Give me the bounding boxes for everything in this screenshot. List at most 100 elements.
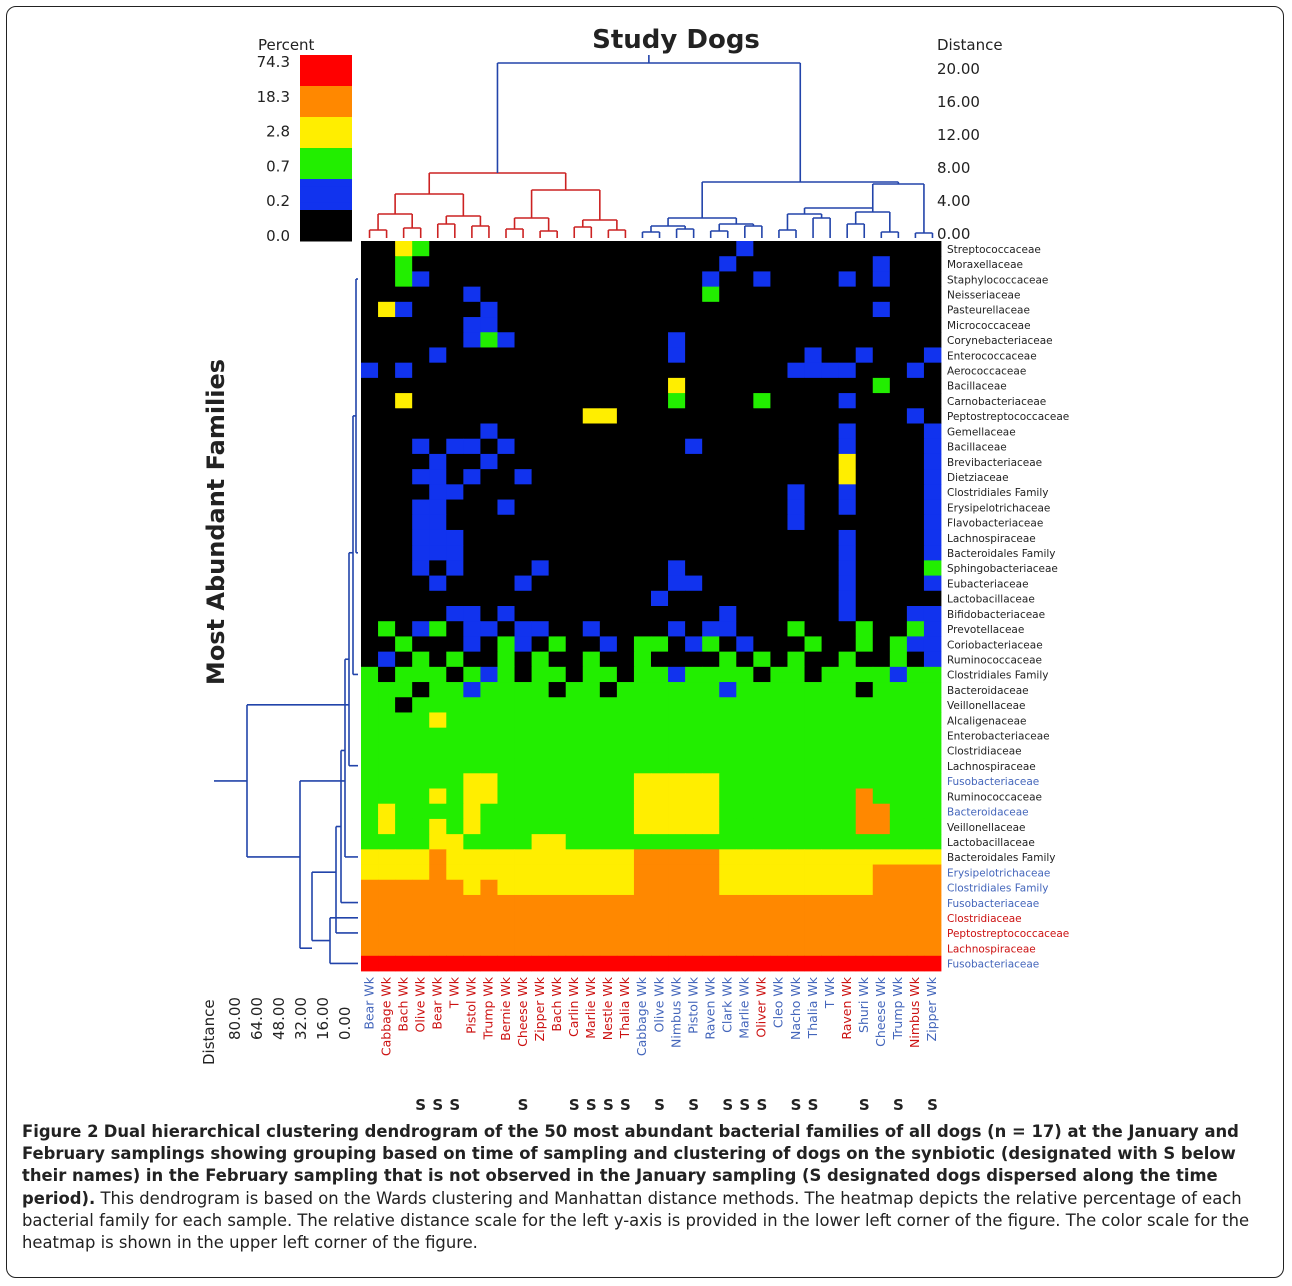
heatmap-cell	[702, 910, 720, 926]
heatmap-cell	[497, 256, 515, 272]
heatmap-cell	[668, 788, 686, 805]
heatmap-cell	[736, 621, 754, 637]
heatmap-cell	[906, 332, 925, 348]
heatmap-cell	[872, 864, 891, 881]
heatmap-cell	[565, 332, 584, 348]
heatmap-cell	[633, 271, 652, 288]
heatmap-cell	[872, 438, 891, 455]
bottom-distance-axis: Distance 80.00 64.00 48.00 32.00 16.00 0.00	[200, 997, 354, 1065]
heatmap-cell	[889, 453, 908, 470]
heatmap-cell	[565, 864, 584, 881]
heatmap-cell	[736, 256, 754, 272]
heatmap-cell	[429, 818, 447, 835]
bottom-distance-tick: 48.00	[270, 997, 288, 1040]
row-label: Bacteroidales Family	[947, 852, 1056, 864]
heatmap-cell	[616, 453, 635, 470]
heatmap-cell	[361, 590, 379, 607]
heatmap-cell	[378, 621, 396, 637]
heatmap-cell	[548, 849, 567, 865]
heatmap-cell	[923, 879, 942, 896]
heatmap-cell	[497, 347, 515, 364]
heatmap-cell	[787, 697, 805, 713]
color-scale-swatch	[300, 55, 352, 64]
heatmap-cell	[821, 818, 840, 835]
heatmap-cell	[429, 621, 447, 637]
heatmap-cell	[838, 241, 857, 257]
heatmap-cell	[531, 788, 550, 805]
heatmap-cell	[480, 879, 498, 896]
heatmap-cell	[463, 621, 481, 637]
heatmap-cell	[923, 423, 942, 440]
heatmap-cell	[821, 560, 840, 576]
heatmap-cell	[923, 438, 942, 455]
heatmap-cell	[906, 818, 925, 835]
heatmap-cell	[855, 499, 874, 516]
heatmap-cell	[582, 925, 601, 941]
heatmap-cell	[770, 514, 788, 531]
heatmap-cell	[480, 484, 498, 500]
heatmap-cell	[633, 742, 652, 759]
row-label: Micrococcaceae	[947, 320, 1031, 332]
heatmap-cell	[463, 697, 481, 713]
synbiotic-marker: S	[415, 1096, 426, 1114]
column-label: Nimbus Wk	[668, 976, 683, 1048]
heatmap-cell	[685, 849, 703, 865]
heatmap-cell	[821, 453, 840, 470]
heatmap-cell	[685, 651, 703, 668]
heatmap-cell	[668, 758, 686, 774]
heatmap-cell	[923, 453, 942, 470]
heatmap-cell	[855, 712, 874, 729]
heatmap-cell	[770, 621, 788, 637]
heatmap-cell	[685, 256, 703, 272]
heatmap-cell	[412, 286, 430, 303]
heatmap-cell	[702, 377, 720, 394]
heatmap-cell	[633, 606, 652, 622]
heatmap-cell	[429, 925, 447, 941]
row-label: Brevibacteriaceae	[947, 457, 1042, 469]
heatmap-cell	[770, 864, 788, 881]
heatmap-cell	[514, 499, 532, 516]
heatmap-cell	[770, 271, 788, 288]
heatmap-cell	[412, 241, 430, 257]
heatmap-cell	[651, 697, 669, 713]
heatmap-cell	[514, 317, 532, 333]
heatmap-cell	[599, 879, 618, 896]
heatmap-cell	[514, 682, 532, 698]
heatmap-cell	[429, 271, 447, 288]
heatmap-cell	[889, 317, 908, 333]
heatmap-cell	[923, 301, 942, 318]
heatmap-cell	[889, 864, 908, 881]
column-label: T Wk	[447, 976, 462, 1009]
heatmap-cell	[889, 286, 908, 303]
heatmap-cell	[787, 758, 805, 774]
heatmap-cell	[599, 621, 618, 637]
heatmap-cell	[633, 773, 652, 789]
column-label: Raven Wk	[702, 976, 717, 1039]
heatmap-cell	[923, 773, 942, 789]
row-label: Clostridiales Family	[947, 670, 1048, 682]
heatmap-cell	[753, 347, 771, 364]
heatmap-cell	[531, 575, 550, 592]
heatmap-cell	[702, 347, 720, 364]
heatmap-cell	[412, 955, 430, 972]
heatmap-cell	[787, 484, 805, 500]
heatmap-cell	[616, 742, 635, 759]
color-scale-swatch	[300, 155, 352, 164]
heatmap-cell	[514, 241, 532, 257]
heatmap-cell	[463, 636, 481, 653]
heatmap-cell	[702, 666, 720, 683]
heatmap-cell	[668, 712, 686, 729]
heatmap-cell	[889, 727, 908, 744]
heatmap-cell	[736, 438, 754, 455]
heatmap-cell	[531, 514, 550, 531]
heatmap-cell	[668, 499, 686, 516]
heatmap-cell	[582, 560, 601, 576]
heatmap-cell	[446, 484, 464, 500]
heatmap-cell	[872, 241, 891, 257]
heatmap-cell	[361, 529, 379, 546]
heatmap-cell	[497, 697, 515, 713]
heatmap-cell	[599, 453, 618, 470]
heatmap-cell	[548, 925, 567, 941]
heatmap-cell	[736, 818, 754, 835]
heatmap-cell	[855, 271, 874, 288]
